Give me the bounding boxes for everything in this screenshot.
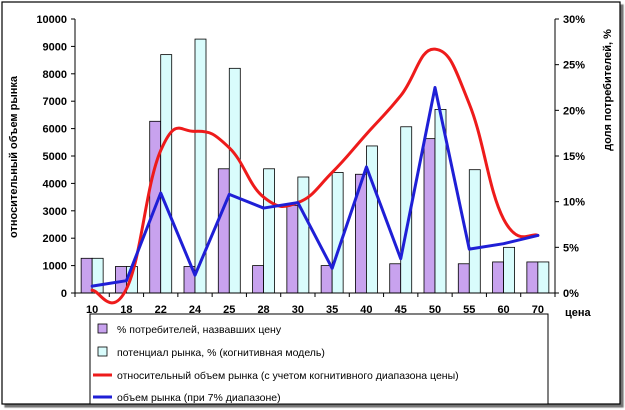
bar-consumers-pct-60 <box>492 261 504 294</box>
bar-consumers-pct-25 <box>217 168 230 294</box>
y-tick-label: 2000 <box>43 233 67 245</box>
y2-tick-label: 0% <box>563 288 579 300</box>
plot-area: 0100020003000400050006000700080009000100… <box>36 14 585 316</box>
y2-tick-label: 10% <box>563 197 585 209</box>
x-tick-label: 70 <box>532 304 544 316</box>
legend-box <box>89 313 549 405</box>
legend-label: потенциал рынка, % (когнитивная модель) <box>117 347 325 359</box>
bar-consumers-pct-50 <box>423 138 436 294</box>
series-line-market-volume <box>90 86 540 288</box>
y-tick-label: 8000 <box>43 69 67 81</box>
bar-consumers-pct-55 <box>457 263 470 294</box>
y-tick-label: 7000 <box>43 96 67 108</box>
series-line-relative-volume <box>90 47 540 305</box>
bar-market-potential-60 <box>503 246 515 294</box>
x-tick-label: 35 <box>326 304 338 316</box>
legend-label: относительный объем рынка (с учетом когн… <box>117 370 459 382</box>
y2-tick-label: 20% <box>563 105 585 117</box>
legend-swatch <box>97 346 108 357</box>
legend-label: объем рынка (при 7% диапазоне) <box>117 392 281 404</box>
bar-consumers-pct-28 <box>252 265 264 294</box>
x-tick-label: 24 <box>189 304 202 316</box>
x-tick-label: 28 <box>257 304 269 316</box>
y2-tick-label: 15% <box>563 151 585 163</box>
y2-axis-title: доля потребителей, % <box>602 29 614 151</box>
x-axis-title: цена <box>565 307 592 319</box>
bar-market-potential-70 <box>537 261 550 294</box>
y2-tick-label: 25% <box>563 60 585 72</box>
y-tick-label: 10000 <box>36 14 67 26</box>
x-tick-label: 30 <box>292 304 304 316</box>
y-tick-label: 9000 <box>43 41 67 53</box>
bar-consumers-pct-30 <box>286 204 299 294</box>
bar-market-potential-22 <box>160 54 173 294</box>
bar-consumers-pct-45 <box>389 263 402 294</box>
y-tick-label: 0 <box>61 288 67 300</box>
bar-market-potential-28 <box>263 168 275 294</box>
bar-market-potential-25 <box>228 67 241 294</box>
y-axis-title: относительный объем рынка <box>8 75 20 238</box>
x-tick-label: 18 <box>120 304 132 316</box>
y2-tick-label: 5% <box>563 242 579 254</box>
x-tick-label: 40 <box>360 304 372 316</box>
bar-market-potential-55 <box>468 169 481 294</box>
legend-label: % потребителей, назвавших цену <box>117 324 282 336</box>
y-tick-label: 5000 <box>43 151 67 163</box>
x-tick-label: 60 <box>497 304 509 316</box>
x-tick-label: 50 <box>429 304 441 316</box>
x-tick-label: 22 <box>155 304 167 316</box>
y2-tick-label: 30% <box>563 14 585 26</box>
legend: % потребителей, назвавших цену потенциал … <box>89 313 549 405</box>
y-tick-label: 3000 <box>43 206 67 218</box>
bar-market-potential-35 <box>331 172 344 294</box>
y-tick-label: 1000 <box>43 261 67 273</box>
bar-consumers-pct-70 <box>526 261 539 294</box>
y-tick-label: 4000 <box>43 178 67 190</box>
bar-consumers-pct-35 <box>320 265 333 294</box>
y-tick-label: 6000 <box>43 124 67 136</box>
bar-consumers-pct-10 <box>80 257 93 294</box>
bar-market-potential-30 <box>297 176 310 294</box>
x-tick-label: 55 <box>463 304 475 316</box>
x-tick-label: 45 <box>395 304 407 316</box>
bar-market-potential-10 <box>91 257 104 294</box>
x-tick-label: 10 <box>86 304 98 316</box>
legend-swatch <box>97 323 108 334</box>
x-tick-label: 25 <box>223 304 235 316</box>
